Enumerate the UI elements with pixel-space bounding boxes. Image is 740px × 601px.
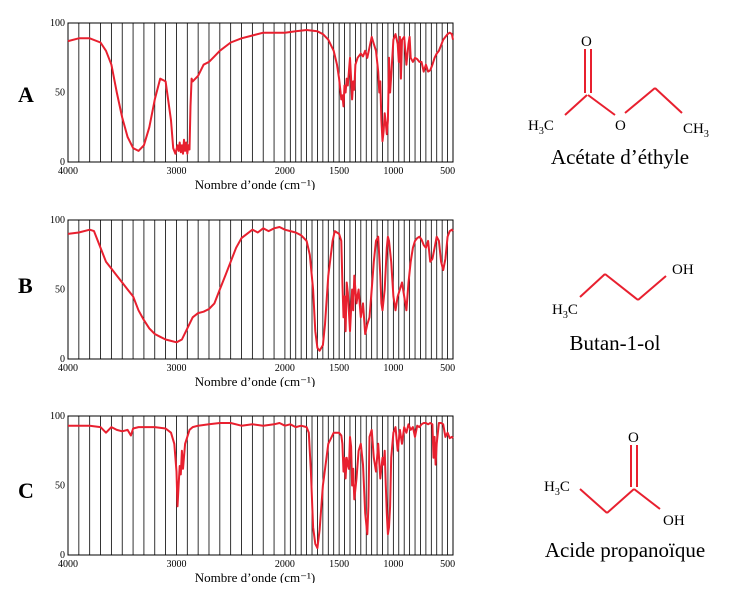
x-tick-label: 2000	[275, 166, 295, 177]
propanoic-acid-structure: O OH H3C	[544, 430, 685, 529]
spectrum-line	[67, 226, 454, 352]
butanol-structure: OH H3C	[552, 262, 694, 321]
x-tick-label: 3000	[166, 363, 186, 374]
x-axis-label: Nombre d’onde (cm⁻¹)	[195, 374, 316, 387]
atom-c: C	[544, 118, 554, 134]
x-axis-label: Nombre d’onde (cm⁻¹)	[195, 570, 316, 583]
atom-o-carbonyl: O	[628, 430, 639, 446]
atom-ch3-left: H3C	[552, 302, 578, 321]
spectrum-line	[67, 29, 454, 155]
atom-oh: OH	[663, 513, 685, 529]
atom-o-carbonyl: O	[581, 34, 592, 50]
atom-h: H	[544, 479, 555, 495]
spectrum-line	[68, 422, 454, 550]
x-tick-label: 500	[440, 559, 455, 570]
x-tick-label: 3000	[166, 559, 186, 570]
x-tick-label: 4000	[58, 166, 78, 177]
panel-c: C 4000 3000 2000 1500 1000 500 0 50 100 Nombre d’…	[0, 393, 740, 583]
atom-h: H	[552, 302, 563, 318]
ir-spectrum-chart-a: 4000 3000 2000 1500 1000 500 0 50 100 Nombre d’on…	[50, 18, 455, 190]
y-tick-label: 50	[55, 285, 65, 296]
atom-subscript: 3	[704, 129, 709, 140]
panel-label: A	[18, 82, 34, 107]
y-tick-label: 0	[60, 550, 65, 561]
atom-h: H	[528, 118, 539, 134]
atom-c: C	[560, 479, 570, 495]
atom-ch3-left: H3C	[528, 118, 554, 137]
x-axis-label: Nombre d’onde (cm⁻¹)	[195, 177, 316, 190]
atom-subscript: 3	[563, 310, 568, 321]
compound-name: Acide propanoïque	[544, 538, 706, 562]
panel-label: C	[18, 478, 34, 503]
panel-label: B	[18, 273, 33, 298]
plot-frame	[67, 22, 454, 163]
bond	[637, 275, 667, 301]
bond	[633, 488, 661, 510]
bond	[579, 488, 608, 514]
panel-a: A 4000 3000 2000 1500 1000 500 0 50 100 Nombre d’…	[0, 0, 740, 190]
atom-subscript: 3	[539, 126, 544, 137]
x-tick-label: 1000	[383, 166, 403, 177]
compound-name: Butan-1-ol	[569, 331, 661, 355]
bond	[604, 273, 639, 301]
x-tick-label: 4000	[58, 363, 78, 374]
bond	[579, 273, 606, 298]
atom-ch3-left: H3C	[544, 479, 570, 498]
x-tick-label: 2000	[275, 559, 295, 570]
x-tick-label: 3000	[166, 166, 186, 177]
y-tick-label: 100	[50, 215, 65, 226]
atom-ch3-right: CH3	[683, 121, 709, 140]
atom-oh: OH	[672, 262, 694, 278]
ethyl-acetate-structure: O O H3C CH3	[528, 34, 709, 140]
bond	[587, 94, 616, 116]
x-tick-label: 2000	[275, 363, 295, 374]
grid-lines	[78, 23, 448, 162]
atom-c: C	[568, 302, 578, 318]
plot-frame	[67, 219, 454, 360]
atom-subscript: 3	[555, 487, 560, 498]
atom-ch: CH	[683, 121, 704, 137]
ir-spectrum-chart-b: 4000 3000 2000 1500 1000 500 0 50 100 Nombre d’on…	[50, 215, 455, 387]
atom-o-ester: O	[615, 118, 626, 134]
bond	[564, 94, 588, 116]
plot-frame	[67, 415, 454, 556]
x-tick-label: 1000	[383, 559, 403, 570]
bond	[654, 87, 683, 114]
x-tick-label: 1000	[383, 363, 403, 374]
panel-b: B 4000 3000 2000 1500 1000 500 0 50 100 Nombre d’…	[0, 197, 740, 387]
x-tick-label: 500	[440, 363, 455, 374]
x-tick-label: 500	[440, 166, 455, 177]
y-tick-label: 0	[60, 354, 65, 365]
y-tick-label: 100	[50, 411, 65, 422]
y-tick-label: 50	[55, 481, 65, 492]
bond	[624, 87, 656, 114]
y-tick-label: 0	[60, 157, 65, 168]
x-tick-label: 1500	[329, 363, 349, 374]
x-tick-label: 4000	[58, 559, 78, 570]
ir-spectrum-chart-c: 4000 3000 2000 1500 1000 500 0 50 100 Nombre d’on…	[50, 411, 455, 583]
x-tick-label: 1500	[329, 166, 349, 177]
x-tick-label: 1500	[329, 559, 349, 570]
bond	[606, 488, 635, 514]
y-tick-label: 100	[50, 18, 65, 29]
y-tick-label: 50	[55, 88, 65, 99]
compound-name: Acétate d’éthyle	[550, 145, 690, 169]
